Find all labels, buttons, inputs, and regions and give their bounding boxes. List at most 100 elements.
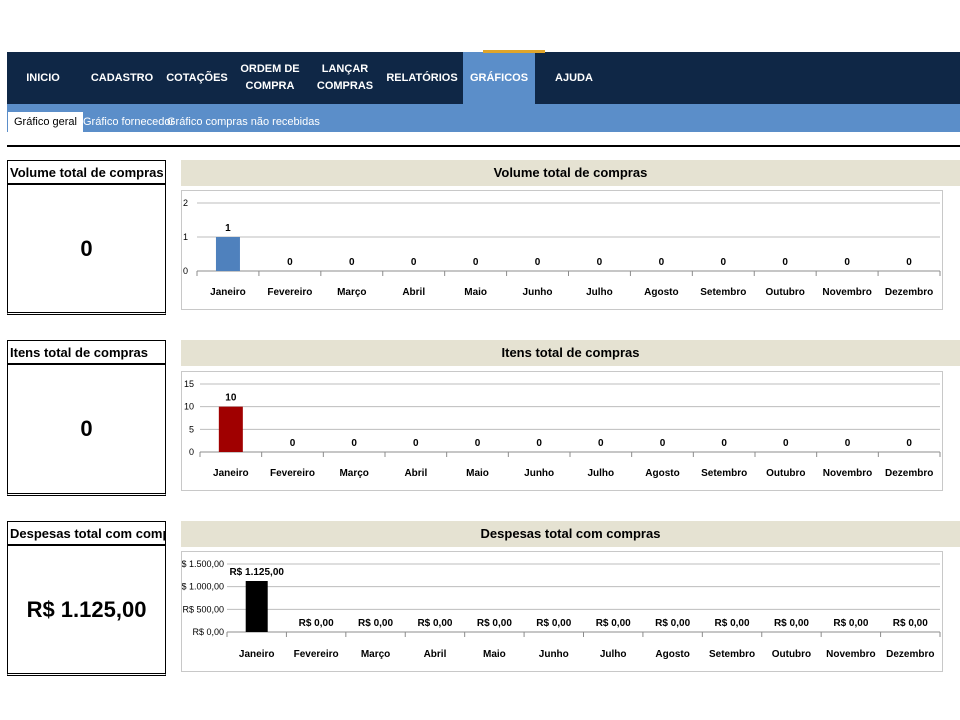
data-label: R$ 0,00 [774,618,809,629]
data-label: R$ 1.125,00 [229,567,284,578]
x-category-label: Fevereiro [294,649,339,660]
data-label: R$ 0,00 [596,618,631,629]
x-category-label: Março [361,649,390,660]
x-category-label: Novembro [822,287,871,298]
x-category-label: Julho [586,287,613,298]
chart-itens: 0 5 10 15 10 Janeiro 0 Fevereiro 0 Março 0 Abril 0 Ma… [181,371,943,491]
bar-despesas-0 [245,581,268,632]
data-label: 0 [906,257,912,268]
chart-despesas-svg: R$ 0,00 R$ 500,00 R$ 1.000,00 R$ 1.500,00 R$… [175,559,941,660]
x-category-label: Janeiro [239,649,275,660]
x-category-label: Agosto [645,468,679,479]
tab-grafico-fornecedor[interactable]: Gráfico fornecedor [83,116,175,128]
data-label: R$ 0,00 [477,618,512,629]
x-category-label: Fevereiro [270,468,315,479]
data-label: 0 [475,438,481,449]
y-tick-label: R$ 0,00 [192,627,224,637]
x-category-label: Dezembro [885,468,933,479]
x-category-label: Setembro [700,287,746,298]
kpi-despesas-title: Despesas total com compras [7,521,166,545]
x-category-label: Abril [402,287,425,298]
x-category-label: Setembro [709,649,755,660]
data-label: 0 [473,257,479,268]
menu-lancar-compras[interactable]: LANÇAR COMPRAS [316,63,374,92]
data-label: R$ 0,00 [536,618,571,629]
menu-cotacoes[interactable]: COTAÇÕES [166,71,228,84]
data-label: 0 [535,257,541,268]
kpi-itens-value: 0 [7,364,166,496]
x-category-label: Maio [464,287,487,298]
x-category-label: Novembro [826,649,875,660]
kpi-volume-value: 0 [7,184,166,315]
x-category-label: Outubro [765,287,804,298]
x-category-label: Dezembro [885,287,933,298]
menu-cadastro[interactable]: CADASTRO [90,71,154,84]
x-category-label: Agosto [644,287,678,298]
x-category-label: Junho [523,287,553,298]
data-label: R$ 0,00 [417,618,452,629]
data-label: 0 [349,257,355,268]
menu-inicio[interactable]: INICIO [26,71,60,84]
data-label: 0 [906,438,912,449]
chart-itens-svg: 0 5 10 15 10 Janeiro 0 Fevereiro 0 Março 0 Abril 0 Ma… [184,379,941,479]
chart-despesas: R$ 0,00 R$ 500,00 R$ 1.000,00 R$ 1.500,00 R$… [175,551,943,672]
x-category-label: Setembro [701,468,747,479]
x-category-label: Maio [466,468,489,479]
data-label: 0 [721,438,727,449]
chart-despesas-header: Despesas total com compras [181,521,960,547]
data-label: R$ 0,00 [655,618,690,629]
y-tick-label: 1 [183,232,188,242]
y-tick-label: R$ 500,00 [182,604,224,614]
data-label: 0 [598,438,604,449]
bar-volume-0 [215,237,240,271]
data-label: 0 [783,438,789,449]
x-category-label: Abril [424,649,447,660]
y-tick-label: 0 [183,266,188,276]
x-category-label: Março [339,468,368,479]
y-tick-label: 15 [184,379,194,389]
data-label: 0 [660,438,666,449]
data-label: R$ 0,00 [893,618,928,629]
x-category-label: Junho [524,468,554,479]
data-label: 0 [413,438,419,449]
data-label: 0 [721,257,727,268]
x-category-label: Dezembro [886,649,934,660]
data-label: 0 [845,438,851,449]
data-label: 10 [225,393,237,404]
data-label: 0 [536,438,542,449]
kpi-volume-title: Volume total de compras [7,160,166,184]
x-category-label: Outubro [772,649,811,660]
data-label: 0 [844,257,850,268]
data-label: 0 [659,257,665,268]
x-category-label: Janeiro [213,468,249,479]
kpi-despesas-value: R$ 1.125,00 [7,545,166,676]
tab-grafico-geral[interactable]: Gráfico geral [8,112,83,132]
data-label: 0 [287,257,293,268]
y-tick-label: R$ 1.500,00 [182,559,224,569]
tab-grafico-compras-nao-recebidas[interactable]: Gráfico compras não recebidas [167,116,320,128]
menu-relatorios[interactable]: RELATÓRIOS [386,71,458,84]
x-category-label: Outubro [766,468,805,479]
y-tick-label: 2 [183,198,188,208]
menu-graficos[interactable]: GRÁFICOS [463,50,545,104]
x-category-label: Abril [404,468,427,479]
data-label: R$ 0,00 [833,618,868,629]
y-tick-label: 5 [189,424,194,434]
y-tick-label: 0 [189,447,194,457]
chart-itens-header: Itens total de compras [181,340,960,366]
y-tick-label: R$ 1.000,00 [182,582,224,592]
x-category-label: Março [337,287,366,298]
sub-tab-bar: Gráfico geral Gráfico fornecedor Gráfico… [7,104,960,132]
x-category-label: Janeiro [210,287,246,298]
x-category-label: Agosto [655,649,689,660]
chart-volume-svg: 0 1 2 1 Janeiro 0 Fevereiro 0 Março 0 Abril 0 Maio 0 J… [183,198,941,298]
bar-itens-0 [218,406,243,452]
kpi-itens-title: Itens total de compras [7,340,166,364]
x-category-label: Julho [587,468,614,479]
menu-ajuda[interactable]: AJUDA [555,71,593,84]
menu-ordem-de-compra[interactable]: ORDEM DE COMPRA [240,63,300,92]
data-label: 1 [225,223,231,234]
x-category-label: Julho [600,649,627,660]
data-label: 0 [411,257,417,268]
data-label: 0 [597,257,603,268]
